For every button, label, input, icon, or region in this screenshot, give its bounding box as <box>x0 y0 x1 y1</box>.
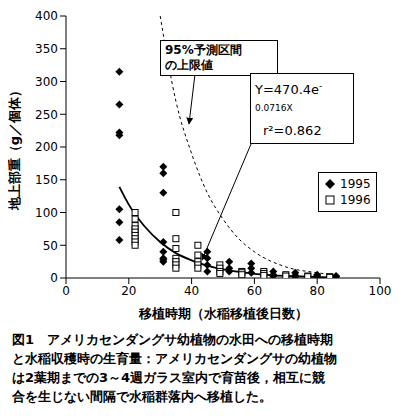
svg-text:300: 300 <box>35 75 58 89</box>
html-text:図1 アメリカセンダングサ幼植物の水田への移植時期: 図1 アメリカセンダングサ幼植物の水田への移植時期 <box>12 332 333 347</box>
svg-text:100: 100 <box>369 284 392 298</box>
svg-text:80: 80 <box>310 284 325 298</box>
svg-text:40: 40 <box>184 284 199 298</box>
svg-text:400: 400 <box>35 9 58 23</box>
svg-text:60: 60 <box>247 284 262 298</box>
svg-text:0: 0 <box>62 284 70 298</box>
svg-text:150: 150 <box>35 173 58 187</box>
html-text:r²=0.862: r²=0.862 <box>263 122 322 138</box>
html-text:1995: 1995 <box>340 177 371 191</box>
svg-text:20: 20 <box>121 284 136 298</box>
html-text:1996: 1996 <box>340 193 371 207</box>
svg-text:250: 250 <box>35 108 58 122</box>
svg-text:100: 100 <box>35 206 58 220</box>
html-text:と水稲収穫時の生育量：アメリカセンダングサの幼植物: と水稲収穫時の生育量：アメリカセンダングサの幼植物 <box>12 351 337 366</box>
svg-text:地上部重（g／個体）: 地上部重（g／個体） <box>8 84 22 211</box>
html-text:の上限値: の上限値 <box>165 58 213 72</box>
svg-text:0: 0 <box>50 271 58 285</box>
html-text:は2葉期までの3～4週ガラス室内で育苗後，相互に競: は2葉期までの3～4週ガラス室内で育苗後，相互に競 <box>12 370 326 385</box>
svg-text:350: 350 <box>35 42 58 56</box>
svg-text:50: 50 <box>43 239 58 253</box>
html-text:合を生じない間隔で水稲群落内へ移植した。: 合を生じない間隔で水稲群落内へ移植した。 <box>12 389 272 404</box>
svg-text:移植時期（水稲移植後日数）: 移植時期（水稲移植後日数） <box>138 306 308 321</box>
svg-text:200: 200 <box>35 140 58 154</box>
html-text:Y=470.4e-0.0716X: Y=470.4e-0.0716X <box>255 81 323 114</box>
html-text:95%予測区間: 95%予測区間 <box>165 43 242 57</box>
